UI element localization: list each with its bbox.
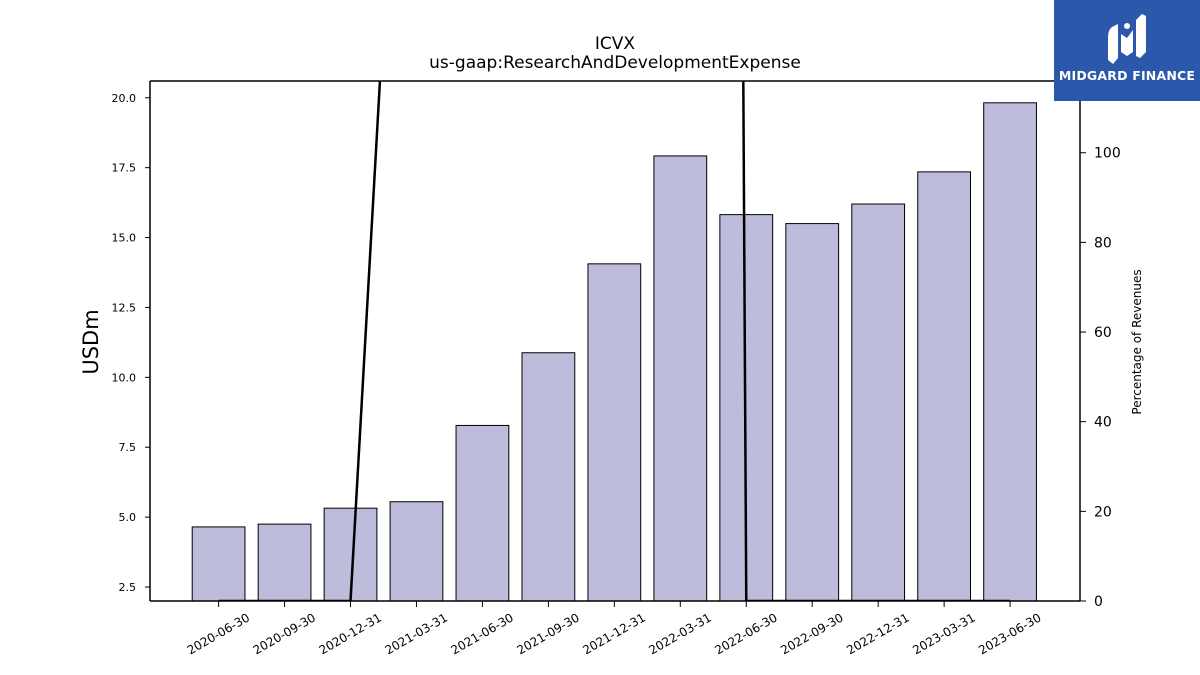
y2-tick-label: 100 xyxy=(1094,146,1121,162)
x-tick-label: 2023-03-31 xyxy=(910,610,977,657)
x-tick-label: 2022-03-31 xyxy=(646,610,713,657)
bar xyxy=(521,352,576,602)
bar xyxy=(653,155,708,602)
y2-tick-label: 60 xyxy=(1094,325,1112,341)
bar xyxy=(257,523,312,602)
x-tick-label: 2022-06-30 xyxy=(712,610,779,657)
y2-tick-label: 0 xyxy=(1094,594,1103,610)
x-tick-label: 2020-06-30 xyxy=(185,610,252,657)
y2-tick-label: 20 xyxy=(1094,504,1112,520)
y-tick-label: 12.5 xyxy=(112,301,137,314)
x-tick-label: 2021-09-30 xyxy=(514,610,581,657)
logo-mark-icon xyxy=(1108,14,1146,64)
bar xyxy=(191,526,246,602)
percentage-line-spike xyxy=(742,81,748,601)
x-tick-label: 2020-12-31 xyxy=(317,610,384,657)
bar xyxy=(983,102,1037,602)
chart-subtitle: us-gaap:ResearchAndDevelopmentExpense xyxy=(429,53,801,73)
y-tick-label: 7.5 xyxy=(119,441,137,454)
bar xyxy=(389,501,444,602)
y-tick-label: 10.0 xyxy=(112,371,137,384)
y-tick-label: 17.5 xyxy=(112,162,137,175)
y2-tick-label: 80 xyxy=(1094,235,1112,251)
x-tick-label: 2021-12-31 xyxy=(580,610,647,657)
bar-series xyxy=(191,102,1037,602)
y-tick-label: 2.5 xyxy=(119,581,137,594)
bar xyxy=(851,203,906,602)
bar xyxy=(917,171,972,602)
percentage-line-series xyxy=(218,81,1011,601)
y-axis-label: USDm xyxy=(79,309,103,374)
percentage-line-spike xyxy=(349,81,382,601)
bar xyxy=(785,223,840,602)
bar xyxy=(587,263,642,602)
brand-logo: MIDGARD FINANCE xyxy=(1054,0,1200,101)
x-tick-label: 2020-09-30 xyxy=(251,610,318,657)
y-tick-label: 15.0 xyxy=(112,232,137,245)
logo-text: MIDGARD FINANCE xyxy=(1058,68,1196,83)
y-tick-label: 20.0 xyxy=(112,92,137,105)
x-tick-label: 2022-09-30 xyxy=(778,610,845,657)
y2-axis-label: Percentage of Revenues xyxy=(1130,269,1144,414)
y-tick-label: 5.0 xyxy=(119,511,137,524)
x-tick-label: 2021-03-31 xyxy=(383,610,450,657)
bar xyxy=(455,424,510,602)
x-tick-label: 2022-12-31 xyxy=(844,610,911,657)
x-tick-label: 2023-06-30 xyxy=(976,610,1043,657)
x-tick-label: 2021-06-30 xyxy=(449,610,516,657)
y2-tick-label: 40 xyxy=(1094,415,1112,431)
chart-title: ICVX xyxy=(595,34,636,54)
